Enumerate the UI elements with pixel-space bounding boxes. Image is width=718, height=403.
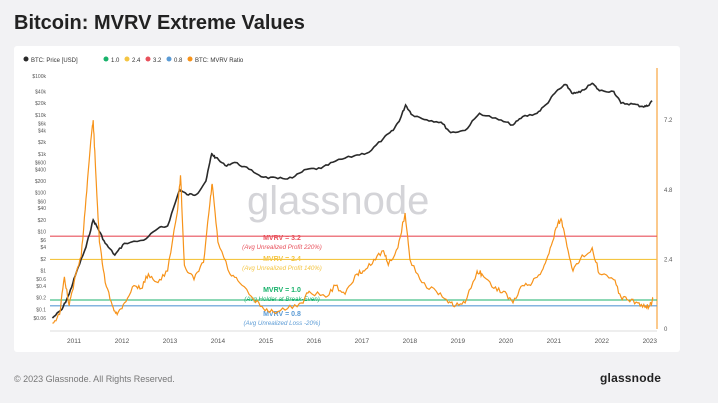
copyright: © 2023 Glassnode. All Rights Reserved. [14,374,175,384]
x-tick-label: 2016 [307,338,322,345]
x-tick-label: 2023 [643,338,658,345]
x-tick-label: 2019 [451,338,466,345]
legend: BTC: Price [USD] 1.0 2.4 3.2 0.8 BTC: MVRV Ra… [23,56,244,64]
y-right-tick-label: 0 [664,327,668,333]
x-tick-label: 2022 [595,338,610,345]
watermark: glassnode [247,179,429,223]
legend-label: 3.2 [153,58,162,64]
y-axis-left: $0.06$0.1$0.2$0.4$0.6$1$2$4$6$10$20$40$6… [32,74,46,322]
legend-dot [187,56,193,62]
y-left-tick-label: $100 [35,191,46,197]
chart: BTC: Price [USD] 1.0 2.4 3.2 0.8 BTC: MVRV Ra… [23,56,673,345]
y-left-tick-label: $2 [40,257,46,263]
level-sublabel: (Avg Unrealized Profit 140%) [242,265,322,272]
y-left-tick-label: $1k [38,152,47,158]
y-left-tick-label: $4k [38,128,47,134]
level-label: MVRV = 1.0 [263,287,301,294]
level-lines: MVRV = 3.2 (Avg Unrealized Profit 220%) MV… [50,235,657,327]
legend-label: BTC: Price [USD] [31,58,78,64]
y-left-tick-label: $40 [38,206,47,212]
x-tick-label: 2020 [499,338,514,345]
legend-dot [103,56,109,62]
mvrv-line [52,120,654,324]
level-label: MVRV = 0.8 [263,311,301,318]
x-tick-label: 2017 [355,338,370,345]
y-right-tick-label: 2.4 [664,257,673,263]
y-axis-right: 0 2.4 4.8 7.2 [664,118,673,333]
y-right-tick-label: 4.8 [664,188,673,194]
page-title: Bitcoin: MVRV Extreme Values [14,12,305,34]
x-tick-label: 2012 [115,338,130,345]
x-tick-label: 2011 [67,338,81,345]
y-left-tick-label: $200 [35,179,46,185]
y-left-tick-label: $4 [40,245,46,251]
y-left-tick-label: $20 [38,218,47,224]
level-sublabel: (Avg Holder at Break-Even) [244,296,320,303]
y-left-tick-label: $600 [35,160,46,166]
y-left-tick-label: $60 [38,199,47,205]
legend-dot [145,56,151,62]
x-tick-label: 2013 [163,338,178,345]
legend-label: 2.4 [132,58,141,64]
y-left-tick-label: $10k [35,113,46,119]
level-sublabel: (Avg Unrealized Loss -20%) [244,320,321,327]
legend-dot [23,56,29,62]
y-left-tick-label: $6k [38,122,47,128]
legend-dot [166,56,172,62]
y-left-tick-label: $6 [40,238,46,244]
chart-card: BTC: Price [USD] 1.0 2.4 3.2 0.8 BTC: MVRV Ra… [14,46,680,352]
legend-label: BTC: MVRV Ratio [195,58,244,64]
y-left-tick-label: $1 [40,268,46,274]
y-left-tick-label: $0.1 [36,307,46,313]
y-left-tick-label: $0.06 [33,316,46,322]
y-left-tick-label: $2k [38,140,47,146]
legend-label: 1.0 [111,58,120,64]
price-line [51,82,653,319]
x-tick-label: 2018 [403,338,418,345]
y-right-tick-label: 7.2 [664,118,673,124]
y-left-tick-label: $0.2 [36,296,46,302]
y-left-tick-label: $0.4 [36,284,46,290]
y-left-tick-label: $400 [35,167,46,173]
x-tick-label: 2015 [259,338,274,345]
x-tick-label: 2021 [547,338,562,345]
y-left-tick-label: $0.6 [36,277,46,283]
legend-dot [124,56,130,62]
y-left-tick-label: $40k [35,89,46,95]
level-label: MVRV = 3.2 [263,235,301,242]
brand-logo: glassnode [600,371,662,385]
x-axis: 2011 2012 2013 2014 2015 2016 2017 2018 2019 2020… [67,338,657,345]
y-left-tick-label: $20k [35,101,46,107]
y-left-tick-label: $100k [32,74,46,80]
level-sublabel: (Avg Unrealized Profit 220%) [242,244,322,251]
y-left-tick-label: $10 [38,230,47,236]
level-label: MVRV = 2.4 [263,256,301,263]
x-tick-label: 2014 [211,338,226,345]
legend-label: 0.8 [174,58,183,64]
